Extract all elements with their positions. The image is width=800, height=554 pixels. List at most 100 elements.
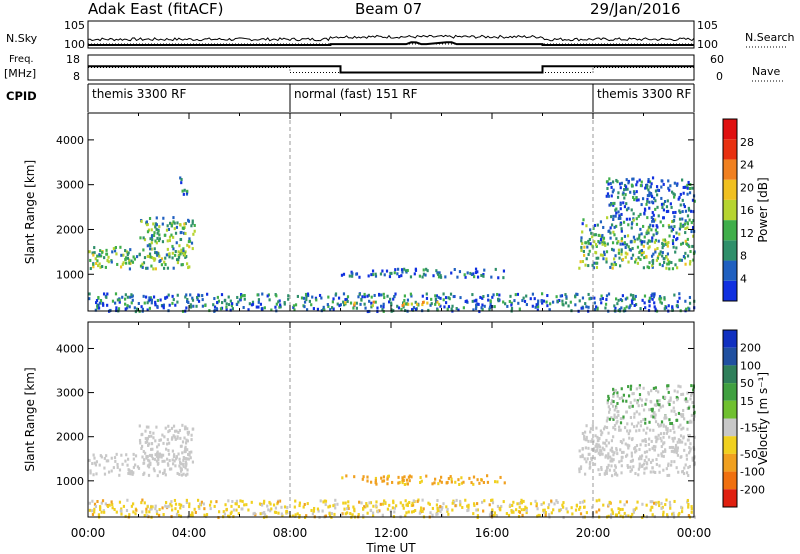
- velocity-cell: [631, 512, 634, 516]
- velocity-cell: [401, 476, 404, 480]
- power-cell: [605, 250, 609, 254]
- power-cell: [652, 217, 655, 221]
- power-cell: [283, 301, 286, 305]
- power-cell: [201, 304, 204, 308]
- velocity-cell: [658, 470, 661, 474]
- power-cell: [283, 302, 286, 306]
- velocity-cell: [612, 400, 615, 404]
- power-cell: [388, 275, 392, 279]
- velocity-cell: [374, 476, 378, 480]
- power-cell: [154, 267, 157, 271]
- velocity-cell: [648, 448, 651, 452]
- power-cell: [261, 292, 264, 296]
- velocity-cell: [167, 452, 171, 456]
- power-cell: [330, 306, 334, 310]
- power-cell: [569, 300, 572, 304]
- power-cell: [150, 301, 153, 305]
- velocity-cell: [173, 498, 177, 502]
- power-cell: [421, 303, 424, 307]
- velocity-cell: [374, 481, 377, 485]
- velocity-cell: [668, 399, 671, 403]
- power-cell: [629, 248, 632, 252]
- power-cell: [101, 265, 104, 269]
- power-cell: [414, 300, 417, 304]
- velocity-cell: [614, 427, 617, 431]
- velocity-cell: [130, 504, 133, 508]
- velocity-cell: [595, 499, 598, 503]
- velocity-cell: [185, 462, 188, 466]
- power-cell: [181, 263, 184, 267]
- velocity-cell: [662, 513, 665, 517]
- power-cell: [590, 296, 593, 300]
- velocity-cell: [633, 398, 636, 402]
- power-cell: [502, 276, 505, 280]
- velocity-cell: [281, 514, 284, 518]
- power-cell: [128, 267, 132, 271]
- power-cell: [574, 294, 577, 298]
- power-cell: [380, 304, 383, 308]
- velocity-cell: [152, 431, 155, 435]
- power-cell: [130, 293, 133, 297]
- power-ytick-label: 1000: [56, 268, 84, 281]
- velocity-cell: [672, 449, 675, 453]
- velocity-cell: [178, 457, 181, 461]
- power-cell: [654, 207, 657, 211]
- velocity-cell: [547, 503, 551, 507]
- velocity-cell: [679, 434, 683, 438]
- velocity-cell: [401, 481, 404, 485]
- power-cell: [617, 191, 620, 195]
- power-cell: [93, 246, 96, 250]
- power-cell: [438, 302, 441, 306]
- velocity-cell: [184, 445, 187, 449]
- velocity-cell: [88, 501, 91, 505]
- velocity-cell: [170, 500, 173, 504]
- velocity-cell: [642, 408, 646, 412]
- velocity-cell: [671, 445, 674, 449]
- velocity-cell: [638, 465, 641, 469]
- power-cell: [620, 227, 623, 231]
- velocity-cell: [639, 455, 642, 459]
- power-cell: [605, 260, 608, 264]
- power-cell: [425, 292, 428, 296]
- velocity-cell: [625, 410, 628, 414]
- velocity-cell: [639, 424, 643, 428]
- velocity-cell: [239, 499, 242, 503]
- power-cell: [640, 203, 643, 207]
- power-cell: [474, 267, 478, 271]
- power-cell: [164, 263, 167, 267]
- velocity-cell: [462, 480, 465, 484]
- power-cell: [183, 253, 186, 257]
- power-cell: [115, 252, 118, 256]
- velocity-cell: [673, 436, 676, 440]
- power-cell: [263, 306, 266, 310]
- power-cell: [656, 256, 659, 260]
- power-cell: [126, 295, 129, 299]
- power-cell: [679, 203, 682, 207]
- power-cell: [358, 275, 361, 279]
- velocity-cell: [667, 464, 670, 468]
- velocity-cell: [439, 505, 442, 509]
- power-cell: [599, 220, 603, 224]
- velocity-cell: [378, 509, 381, 513]
- power-cell: [690, 230, 693, 234]
- velocity-cell: [661, 450, 665, 454]
- velocity-cell: [344, 512, 347, 516]
- velocity-cell: [659, 436, 662, 440]
- velocity-cell: [647, 442, 650, 446]
- power-cell: [490, 275, 493, 279]
- velocity-cell: [93, 456, 96, 460]
- velocity-cell: [524, 505, 527, 509]
- velocity-cell: [421, 509, 424, 513]
- power-cell: [277, 300, 280, 304]
- power-cell: [355, 306, 358, 310]
- power-cell: [622, 220, 626, 224]
- power-cell: [640, 242, 643, 246]
- velocity-cell: [644, 438, 647, 442]
- velocity-cell: [635, 444, 639, 448]
- velocity-cell: [126, 463, 129, 467]
- velocity-cell: [640, 454, 644, 458]
- power-cell: [635, 222, 639, 226]
- power-cell: [612, 217, 615, 221]
- velocity-cell: [113, 507, 116, 511]
- velocity-cell: [626, 443, 629, 447]
